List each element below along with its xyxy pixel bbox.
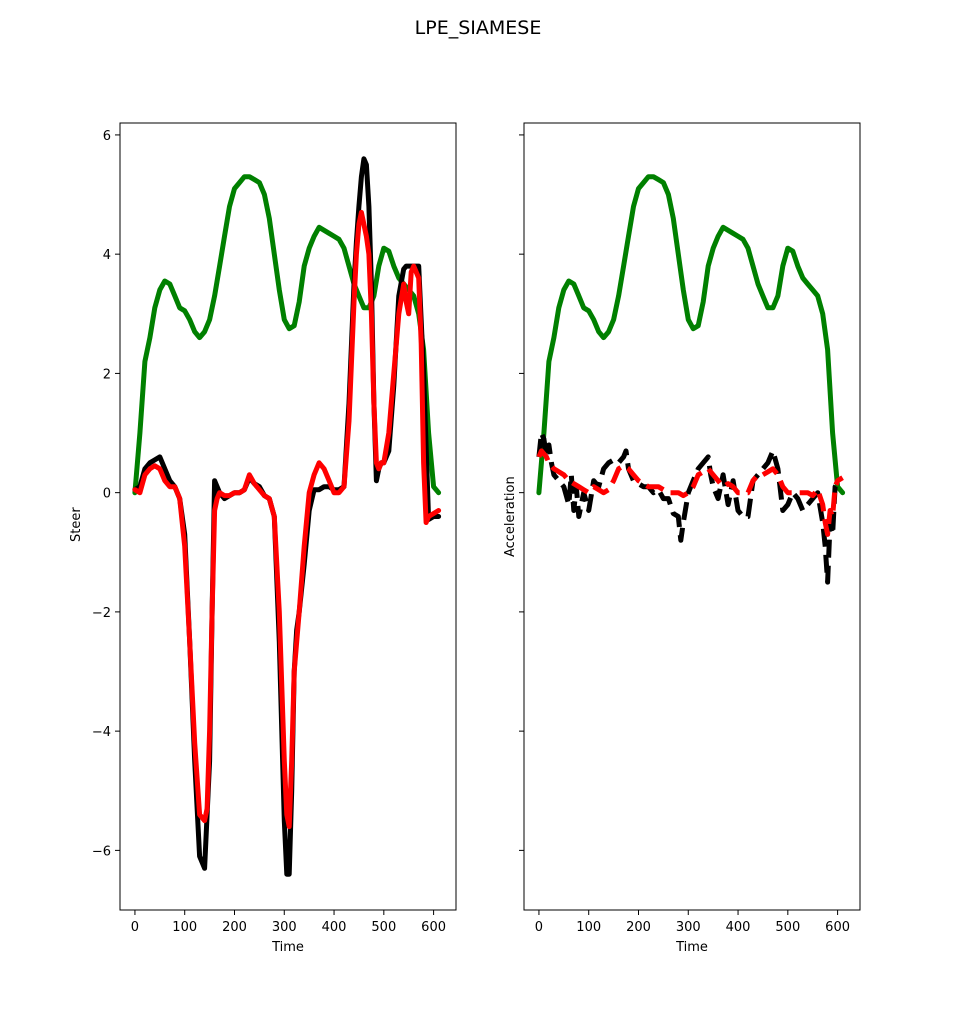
acceleration-x-axis-label: Time — [675, 940, 708, 955]
steer-xticks: 0 100 200 300 400 500 600 — [131, 910, 446, 935]
steer-yticks: −6 −4 −2 0 2 4 6 — [92, 129, 120, 859]
steer-series-layer — [132, 156, 442, 877]
figure-title: LPE_SIAMESE — [415, 17, 542, 39]
acceleration-y-axis-label: Acceleration — [503, 476, 518, 557]
steer-x-axis-label: Time — [271, 940, 304, 955]
steer-xtick-label: 200 — [222, 920, 247, 935]
steer-xtick-label: 400 — [322, 920, 347, 935]
acceleration-xticks: 0 100 200 300 400 500 600 — [535, 910, 850, 935]
acceleration-xtick-label: 300 — [676, 920, 701, 935]
steer-axes: 0 100 200 300 400 500 600 −6 −4 −2 0 2 4 6 Time Stee… — [69, 122, 457, 955]
steer-ytick-label: −2 — [92, 606, 111, 621]
steer-series-red-line — [132, 209, 442, 829]
acceleration-xtick-label: 100 — [576, 920, 601, 935]
acceleration-xtick-label: 500 — [775, 920, 800, 935]
acceleration-xtick-label: 0 — [535, 920, 543, 935]
steer-xtick-label: 500 — [371, 920, 396, 935]
steer-ytick-label: 4 — [103, 248, 111, 263]
acceleration-yticks — [519, 134, 524, 851]
acceleration-series-red-line — [536, 448, 844, 537]
steer-y-axis-label: Steer — [69, 507, 84, 542]
acceleration-series-green-line — [536, 174, 846, 496]
steer-series-green-line — [132, 174, 442, 496]
steer-ytick-label: −4 — [92, 725, 111, 740]
acceleration-xtick-label: 400 — [726, 920, 751, 935]
steer-xtick-label: 0 — [131, 920, 139, 935]
acceleration-axes-frame — [523, 122, 861, 911]
steer-ytick-label: 2 — [103, 367, 111, 382]
acceleration-axes: 0 100 200 300 400 500 600 Time Acceleration — [503, 122, 861, 955]
steer-xtick-label: 100 — [172, 920, 197, 935]
acceleration-xtick-label: 200 — [626, 920, 651, 935]
acceleration-xtick-label: 600 — [825, 920, 850, 935]
steer-axes-frame — [119, 122, 457, 911]
steer-ytick-label: −6 — [92, 844, 111, 859]
steer-ytick-label: 0 — [103, 487, 111, 502]
steer-xtick-label: 600 — [421, 920, 446, 935]
steer-ytick-label: 6 — [103, 129, 111, 144]
acceleration-series-layer — [536, 174, 846, 585]
steer-xtick-label: 300 — [272, 920, 297, 935]
